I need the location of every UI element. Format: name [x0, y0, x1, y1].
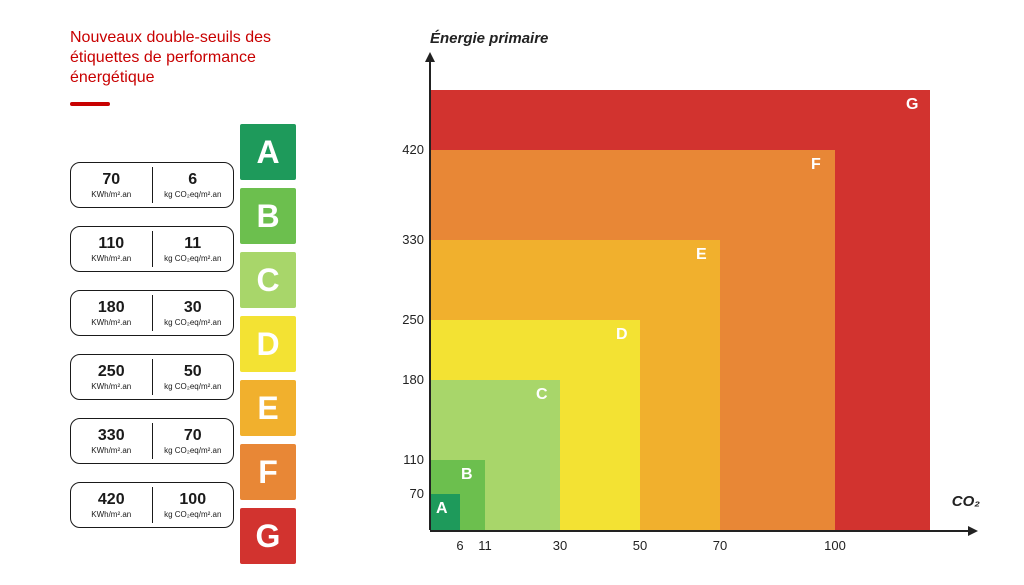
chart-rect-label-c: C	[536, 386, 548, 404]
threshold-box-b: 110 KWh/m².an 11 kg CO₂eq/m².an	[70, 226, 234, 272]
rating-badge-d: D	[240, 316, 296, 372]
y-axis	[429, 60, 431, 530]
energy-value: 250	[98, 364, 125, 380]
co2-value: 100	[179, 492, 206, 508]
co2-unit: kg CO₂eq/m².an	[164, 382, 221, 391]
threshold-box-d: 250 KWh/m².an 50 kg CO₂eq/m².an	[70, 354, 234, 400]
rating-badge-f: F	[240, 444, 296, 500]
rating-badge-c: C	[240, 252, 296, 308]
y-tick-180: 180	[388, 372, 424, 387]
y-tick-420: 420	[388, 142, 424, 157]
x-tick-11: 11	[478, 538, 492, 553]
chart-rect-label-g: G	[906, 96, 918, 114]
energy-value: 180	[98, 300, 125, 316]
energy-value: 70	[102, 172, 120, 188]
x-tick-70: 70	[713, 538, 727, 553]
x-axis-title: CO₂	[952, 493, 980, 510]
energy-value: 420	[98, 492, 125, 508]
co2-value: 70	[184, 428, 202, 444]
co2-value: 30	[184, 300, 202, 316]
threshold-box-f: 420 KWh/m².an 100 kg CO₂eq/m².an	[70, 482, 234, 528]
x-axis-arrow-icon	[968, 526, 978, 536]
y-tick-330: 330	[388, 232, 424, 247]
x-tick-6: 6	[456, 538, 463, 553]
rating-badge-b: B	[240, 188, 296, 244]
threshold-box-c: 180 KWh/m².an 30 kg CO₂eq/m².an	[70, 290, 234, 336]
energy-unit: KWh/m².an	[91, 510, 131, 519]
badge-column: ABCDEFG	[240, 124, 296, 564]
co2-unit: kg CO₂eq/m².an	[164, 318, 221, 327]
co2-unit: kg CO₂eq/m².an	[164, 446, 221, 455]
rating-badge-a: A	[240, 124, 296, 180]
co2-unit: kg CO₂eq/m².an	[164, 510, 221, 519]
x-axis	[430, 530, 970, 532]
y-axis-arrow-icon	[425, 52, 435, 62]
chart-panel: Énergie primaire CO₂ G F E D C BA 70 110 180 250 3…	[370, 20, 1010, 580]
left-panel: Nouveaux double-seuils des étiquettes de…	[70, 28, 330, 584]
threshold-box-a: 70 KWh/m².an 6 kg CO₂eq/m².an	[70, 162, 234, 208]
y-tick-110: 110	[388, 452, 424, 467]
page: Nouveaux double-seuils des étiquettes de…	[0, 0, 1024, 585]
chart-rect-label-d: D	[616, 326, 628, 344]
co2-value: 50	[184, 364, 202, 380]
rating-badge-g: G	[240, 508, 296, 564]
x-tick-100: 100	[824, 538, 846, 553]
energy-unit: KWh/m².an	[91, 446, 131, 455]
energy-unit: KWh/m².an	[91, 254, 131, 263]
nested-rect-chart: Énergie primaire CO₂ G F E D C BA 70 110 180 250 3…	[370, 20, 1010, 580]
energy-value: 330	[98, 428, 125, 444]
page-title: Nouveaux double-seuils des étiquettes de…	[70, 28, 330, 88]
chart-rect-label-a: A	[436, 500, 448, 518]
y-axis-title: Énergie primaire	[430, 30, 548, 47]
threshold-box-e: 330 KWh/m².an 70 kg CO₂eq/m².an	[70, 418, 234, 464]
y-tick-250: 250	[388, 312, 424, 327]
energy-unit: KWh/m².an	[91, 190, 131, 199]
chart-rect-label-e: E	[696, 246, 707, 264]
co2-unit: kg CO₂eq/m².an	[164, 190, 221, 199]
y-tick-70: 70	[388, 486, 424, 501]
co2-value: 11	[184, 236, 201, 252]
chart-rect-label-b: B	[461, 466, 473, 484]
rating-badge-e: E	[240, 380, 296, 436]
x-tick-50: 50	[633, 538, 647, 553]
chart-rect-label-f: F	[811, 156, 821, 174]
co2-unit: kg CO₂eq/m².an	[164, 254, 221, 263]
energy-unit: KWh/m².an	[91, 382, 131, 391]
ratings-table: ABCDEFG 70 KWh/m².an 6 kg CO₂eq/m².an 110 KWh…	[70, 124, 330, 584]
energy-value: 110	[98, 236, 124, 252]
co2-value: 6	[188, 172, 197, 188]
title-underline	[70, 102, 110, 106]
x-tick-30: 30	[553, 538, 567, 553]
energy-unit: KWh/m².an	[91, 318, 131, 327]
